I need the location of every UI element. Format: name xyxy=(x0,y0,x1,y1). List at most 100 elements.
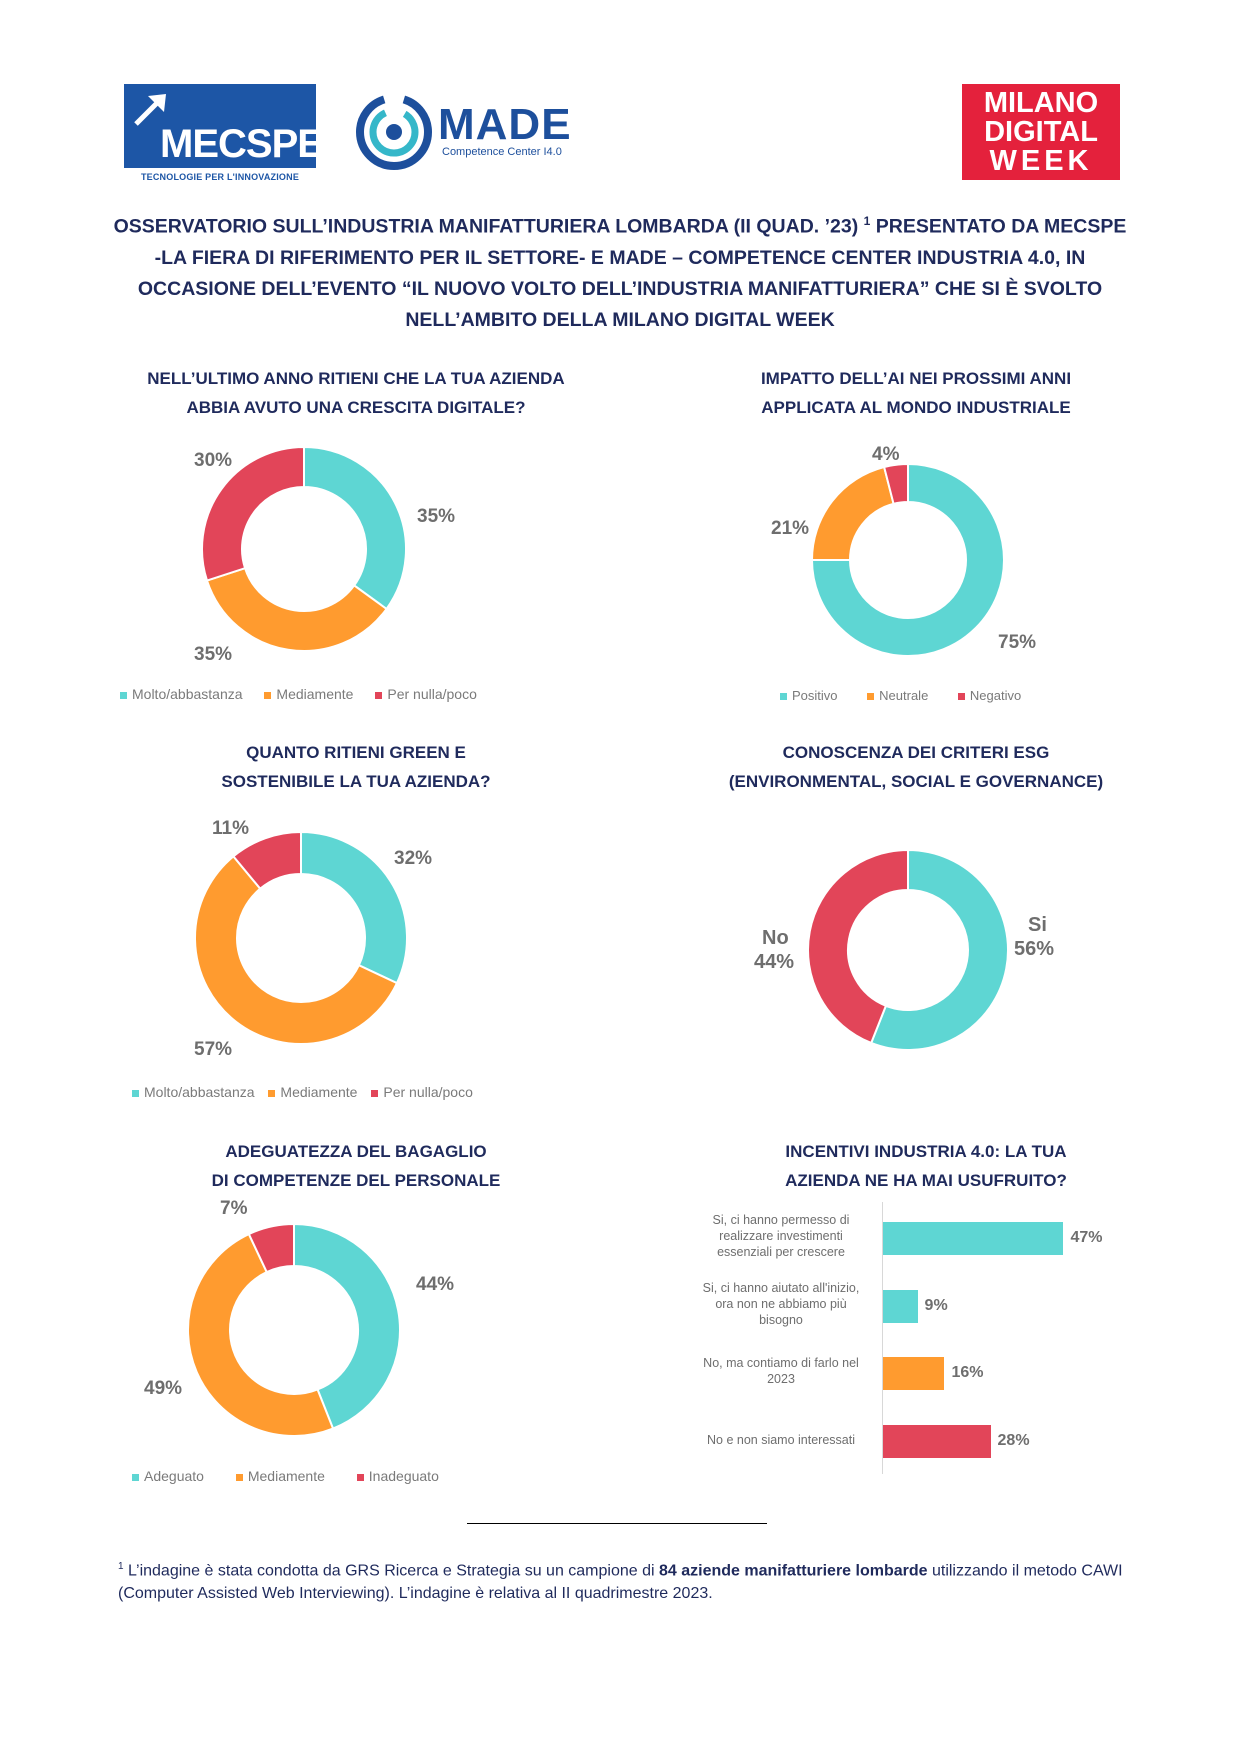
title-footnote-ref: 1 xyxy=(863,214,871,228)
chart-4-slice-0 xyxy=(869,848,1009,1051)
legend-item: Mediamente xyxy=(280,1084,358,1100)
legend-item: Mediamente xyxy=(276,686,354,702)
chart-2-title-line: APPLICATA AL MONDO INDUSTRIALE xyxy=(761,398,1071,417)
chart-5-title: ADEGUATEZZA DEL BAGAGLIO DI COMPETENZE D… xyxy=(96,1137,616,1195)
bar-category-line: ora non ne abbiamo più xyxy=(715,1297,847,1311)
chart-4-title-line: CONOSCENZA DEI CRITERI ESG xyxy=(782,743,1050,762)
legend-swatch xyxy=(371,1089,379,1097)
bar-chart-axis xyxy=(882,1202,883,1474)
chart-5-title-line: DI COMPETENZE DEL PERSONALE xyxy=(211,1171,501,1190)
chart-3-slice-2 xyxy=(232,830,302,891)
chart-1-label-molto: 35% xyxy=(417,506,456,527)
footnote-ref: 1 xyxy=(118,1561,124,1572)
chart-1-label-mediamente: 35% xyxy=(194,644,233,665)
chart-1-title-line: ABBIA AVUTO UNA CRESCITA DIGITALE? xyxy=(186,398,526,417)
chart-4-label-si: 56% xyxy=(1014,938,1055,960)
chart-3-title: QUANTO RITIENI GREEN E SOSTENIBILE LA TU… xyxy=(96,738,616,796)
bar-category-label: No, ma contiamo di farlo nel 2023 xyxy=(686,1355,876,1387)
chart-4-category-no: No xyxy=(762,927,789,949)
title-line-1b: PRESENTATO DA MECSPE xyxy=(870,215,1127,238)
legend-item: Per nulla/poco xyxy=(387,686,477,702)
legend-item: Molto/abbastanza xyxy=(144,1084,255,1100)
chart-5-title-line: ADEGUATEZZA DEL BAGAGLIO xyxy=(225,1142,487,1161)
mecspe-logo: MECSPE TECNOLOGIE PER L'INNOVAZIONE xyxy=(124,84,324,182)
chart-3-slice-1 xyxy=(194,854,399,1045)
chart-2-label-positivo: 75% xyxy=(998,632,1037,653)
bar-value-label: 16% xyxy=(951,1364,984,1381)
bar-category-line: realizzare investimenti xyxy=(719,1229,843,1243)
bar-category-line: No, ma contiamo di farlo nel xyxy=(703,1356,859,1370)
chart-2-label-negativo: 4% xyxy=(872,444,900,465)
title-line-3: OCCASIONE DELL’EVENTO “IL NUOVO VOLTO DE… xyxy=(137,277,1103,300)
chart-3-title-line: SOSTENIBILE LA TUA AZIENDA? xyxy=(221,772,491,791)
chart-2-slice-1 xyxy=(810,465,895,561)
chart-2-label-neutrale: 21% xyxy=(771,518,810,539)
made-wordmark: MADE xyxy=(438,100,572,149)
footnote: 1 L’indagine è stata condotta da GRS Ric… xyxy=(118,1555,1128,1605)
chart-3-label-mediamente: 57% xyxy=(194,1039,233,1060)
arrow-icon xyxy=(134,94,166,126)
chart-2-title-line: IMPATTO DELL’AI NEI PROSSIMI ANNI xyxy=(760,369,1072,388)
legend-item: Negativo xyxy=(969,688,1022,703)
chart-2-slice-0 xyxy=(810,462,1005,657)
legend-swatch xyxy=(120,691,127,699)
bar xyxy=(883,1425,991,1458)
made-emblem-icon xyxy=(356,94,432,170)
page-title: OSSERVATORIO SULL’INDUSTRIA MANIFATTURIE… xyxy=(110,206,1130,336)
bar-value-label: 28% xyxy=(997,1432,1030,1449)
legend-swatch xyxy=(268,1089,276,1097)
bar-value-label: 9% xyxy=(924,1297,948,1314)
chart-3-legend: Molto/abbastanza Mediamente Per nulla/po… xyxy=(132,1084,491,1100)
bar xyxy=(883,1357,945,1390)
bar-value-label: 47% xyxy=(1070,1229,1103,1246)
legend-swatch xyxy=(264,691,272,699)
chart-5-label-inadeguato: 7% xyxy=(220,1198,248,1219)
chart-6-title: INCENTIVI INDUSTRIA 4.0: LA TUA AZIENDA … xyxy=(666,1137,1186,1195)
bar xyxy=(883,1290,918,1323)
chart-4-title: CONOSCENZA DEI CRITERI ESG (ENVIRONMENTA… xyxy=(656,738,1176,796)
footnote-bold: 84 aziende manifatturiere lombarde xyxy=(659,1562,928,1580)
legend-item: Molto/abbastanza xyxy=(132,686,243,702)
legend-swatch xyxy=(356,1473,364,1481)
bar-category-line: 2023 xyxy=(767,1372,795,1386)
bar-category-label: No e non siamo interessati xyxy=(686,1432,876,1448)
chart-2-title: IMPATTO DELL’AI NEI PROSSIMI ANNI APPLIC… xyxy=(656,364,1176,422)
bar-category-line: Si, ci hanno permesso di xyxy=(712,1213,850,1227)
made-subtitle: Competence Center I4.0 xyxy=(442,146,562,158)
footnote-text-1: L’indagine è stata condotta da GRS Ricer… xyxy=(123,1562,659,1580)
chart-6-title-line: AZIENDA NE HA MAI USUFRUITO? xyxy=(785,1171,1067,1190)
bar-category-line: essenziali per crescere xyxy=(717,1245,845,1259)
mecspe-tagline: TECNOLOGIE PER L'INNOVAZIONE xyxy=(140,172,300,182)
legend-swatch xyxy=(957,693,965,701)
chart-1-slice-2 xyxy=(201,445,305,582)
legend-swatch xyxy=(132,1089,139,1097)
chart-3-title-line: QUANTO RITIENI GREEN E xyxy=(246,743,466,762)
bar-category-label: Si, ci hanno aiutato all'inizio, ora non… xyxy=(686,1280,876,1328)
legend-item: Neutrale xyxy=(879,688,929,703)
chart-1-slice-1 xyxy=(205,566,388,652)
chart-2-legend: Positivo Neutrale Negativo xyxy=(780,688,1039,703)
chart-6-title-line: INCENTIVI INDUSTRIA 4.0: LA TUA xyxy=(785,1142,1067,1161)
mecspe-wordmark: MECSPE xyxy=(160,122,324,166)
footnote-text-2: utilizzando il metodo CAWI (Computer Ass… xyxy=(118,1562,1123,1603)
chart-5-slice-2 xyxy=(247,1222,295,1274)
chart-3-label-molto: 32% xyxy=(394,848,433,869)
chart-5-slice-0 xyxy=(293,1222,402,1430)
chart-1-legend: Molto/abbastanza Mediamente Per nulla/po… xyxy=(120,686,495,702)
chart-2-slice-2 xyxy=(882,462,909,506)
chart-4-slice-1 xyxy=(807,848,909,1045)
legend-item: Positivo xyxy=(792,688,838,703)
chart-5-slice-1 xyxy=(187,1232,335,1437)
bar-category-line: bisogno xyxy=(759,1313,803,1327)
bar-category-line: Si, ci hanno aiutato all'inizio, xyxy=(702,1281,860,1295)
chart-1-slice-0 xyxy=(303,445,407,611)
title-line-2: -LA FIERA DI RIFERIMENTO PER IL SETTORE-… xyxy=(154,246,1086,269)
legend-swatch xyxy=(375,691,383,699)
milano-digital-week-logo: MILANO DIGITAL WEEK xyxy=(962,84,1120,180)
legend-swatch xyxy=(867,693,875,701)
chart-4-category-si: Si xyxy=(1028,914,1047,936)
title-line-1: OSSERVATORIO SULL’INDUSTRIA MANIFATTURIE… xyxy=(113,215,859,238)
chart-1-label-per-nulla: 30% xyxy=(194,450,233,471)
footnote-divider xyxy=(467,1523,767,1524)
